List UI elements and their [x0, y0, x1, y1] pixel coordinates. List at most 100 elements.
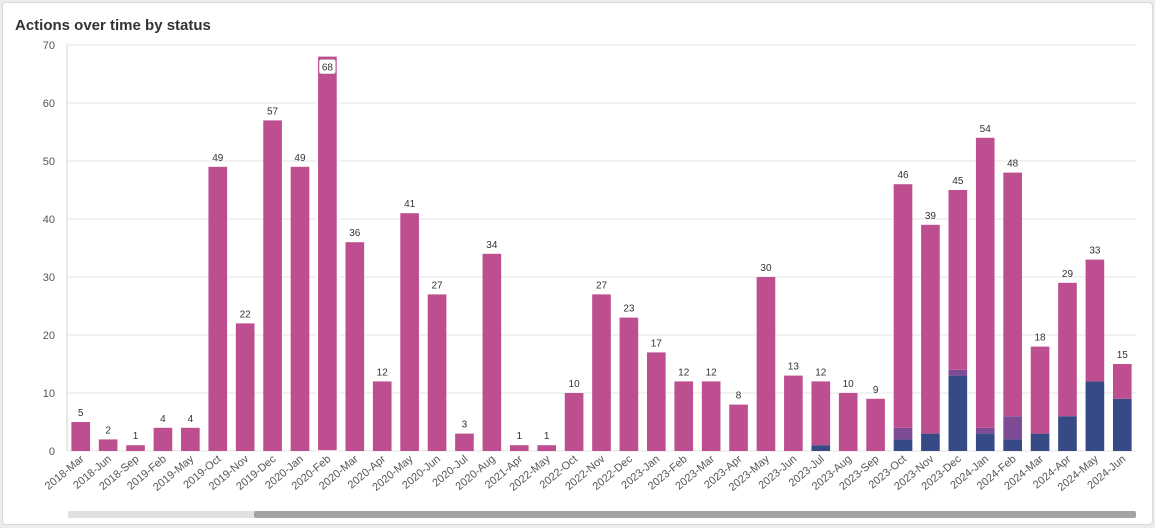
- bar-segment[interactable]: [647, 352, 666, 451]
- bar-value-label: 23: [623, 304, 635, 315]
- bar-value-label: 9: [873, 385, 879, 396]
- bar-value-label: 1: [544, 431, 550, 442]
- bar-segment[interactable]: [948, 369, 968, 376]
- bar-value-label: 29: [1062, 269, 1074, 280]
- bar-segment[interactable]: [948, 190, 968, 370]
- bar-value-label: 2: [105, 425, 111, 436]
- bar-value-label: 30: [760, 263, 772, 274]
- scrollbar-thumb[interactable]: [254, 511, 1136, 518]
- bar-value-label: 45: [952, 176, 964, 187]
- bar-segment[interactable]: [1030, 346, 1050, 434]
- bar-value-label: 5: [78, 408, 84, 419]
- bar-value-label: 22: [240, 309, 252, 320]
- bar-segment[interactable]: [1085, 259, 1105, 382]
- y-tick-label: 50: [43, 156, 55, 168]
- bar-segment[interactable]: [921, 433, 940, 451]
- bar-segment[interactable]: [1003, 439, 1022, 451]
- bar-segment[interactable]: [290, 166, 310, 452]
- y-tick-label: 0: [49, 446, 55, 458]
- bar-segment[interactable]: [372, 381, 392, 451]
- bar-highlight-outline: [315, 54, 339, 452]
- bar-value-label: 68: [322, 63, 334, 74]
- bar-segment[interactable]: [811, 381, 831, 446]
- bar-value-label: 27: [431, 280, 443, 291]
- bar-value-label: 13: [788, 362, 800, 373]
- bar-segment[interactable]: [1112, 398, 1132, 451]
- bar-segment[interactable]: [1030, 433, 1050, 451]
- chart-title: Actions over time by status: [15, 17, 211, 34]
- bar-segment[interactable]: [208, 166, 228, 452]
- bar-segment[interactable]: [564, 393, 584, 451]
- bar-segment[interactable]: [235, 323, 255, 451]
- bar-segment[interactable]: [126, 445, 145, 451]
- bar-value-label: 10: [569, 379, 581, 390]
- bar-segment[interactable]: [537, 445, 556, 451]
- y-tick-label: 60: [43, 98, 55, 110]
- bar-segment[interactable]: [400, 213, 419, 451]
- bar-value-label: 17: [651, 338, 663, 349]
- bar-segment[interactable]: [701, 381, 721, 451]
- bar-value-label: 1: [516, 431, 522, 442]
- bar-value-label: 48: [1007, 159, 1019, 170]
- bar-segment[interactable]: [455, 433, 474, 451]
- bar-segment[interactable]: [71, 422, 91, 451]
- bar-segment[interactable]: [975, 433, 995, 451]
- bar-segment[interactable]: [948, 375, 968, 451]
- bar-segment[interactable]: [181, 427, 200, 451]
- bar-segment[interactable]: [509, 445, 529, 451]
- bar-segment[interactable]: [482, 253, 502, 451]
- bar-value-label: 10: [843, 379, 855, 390]
- bar-segment[interactable]: [1058, 282, 1077, 417]
- bar-segment[interactable]: [893, 184, 913, 428]
- bar-segment[interactable]: [893, 427, 913, 440]
- bar-value-label: 4: [160, 414, 166, 425]
- bar-value-label: 49: [294, 153, 306, 164]
- bar-segment[interactable]: [427, 294, 447, 451]
- bar-segment[interactable]: [318, 56, 337, 451]
- bar-segment[interactable]: [1085, 381, 1105, 451]
- bar-segment[interactable]: [592, 294, 611, 451]
- bar-value-label: 39: [925, 211, 937, 222]
- bar-value-label: 8: [736, 391, 742, 402]
- bar-value-label: 12: [377, 367, 389, 378]
- bar-value-label: 4: [188, 414, 194, 425]
- bar-value-label: 12: [815, 367, 827, 378]
- bar-segment[interactable]: [619, 317, 639, 451]
- bar-segment[interactable]: [838, 393, 858, 451]
- bar-value-label: 27: [596, 280, 608, 291]
- bar-segment[interactable]: [345, 242, 365, 451]
- bar-segment[interactable]: [1112, 364, 1132, 399]
- bar-segment[interactable]: [674, 381, 694, 451]
- y-tick-label: 70: [43, 40, 55, 52]
- bar-segment[interactable]: [1058, 416, 1077, 451]
- bar-segment[interactable]: [893, 439, 913, 451]
- bar-value-label: 46: [897, 170, 909, 181]
- bar-segment[interactable]: [98, 439, 118, 451]
- bar-value-label-box: [318, 59, 336, 74]
- bar-value-label: 12: [678, 367, 690, 378]
- y-tick-label: 40: [43, 214, 55, 226]
- bar-value-label: 15: [1117, 350, 1129, 361]
- bar-segment[interactable]: [729, 404, 748, 451]
- bar-segment[interactable]: [784, 375, 803, 451]
- bar-value-label: 34: [486, 240, 498, 251]
- bar-value-label: 54: [980, 124, 992, 135]
- bar-value-label: 49: [212, 153, 224, 164]
- bar-segment[interactable]: [866, 398, 885, 451]
- bar-segment[interactable]: [1003, 416, 1022, 440]
- bar-segment[interactable]: [921, 224, 940, 434]
- bar-value-label: 3: [462, 420, 468, 431]
- bar-value-label: 1: [133, 431, 139, 442]
- bar-segment[interactable]: [975, 137, 995, 428]
- bar-segment[interactable]: [1003, 172, 1022, 417]
- y-tick-label: 30: [43, 272, 55, 284]
- bar-value-label: 36: [349, 228, 361, 239]
- bar-segment[interactable]: [153, 427, 173, 451]
- bar-segment[interactable]: [975, 427, 995, 434]
- bar-value-label: 12: [706, 367, 718, 378]
- bar-segment[interactable]: [811, 445, 831, 451]
- bar-value-label: 18: [1035, 333, 1047, 344]
- bar-segment[interactable]: [756, 277, 776, 451]
- bar-segment[interactable]: [263, 120, 282, 452]
